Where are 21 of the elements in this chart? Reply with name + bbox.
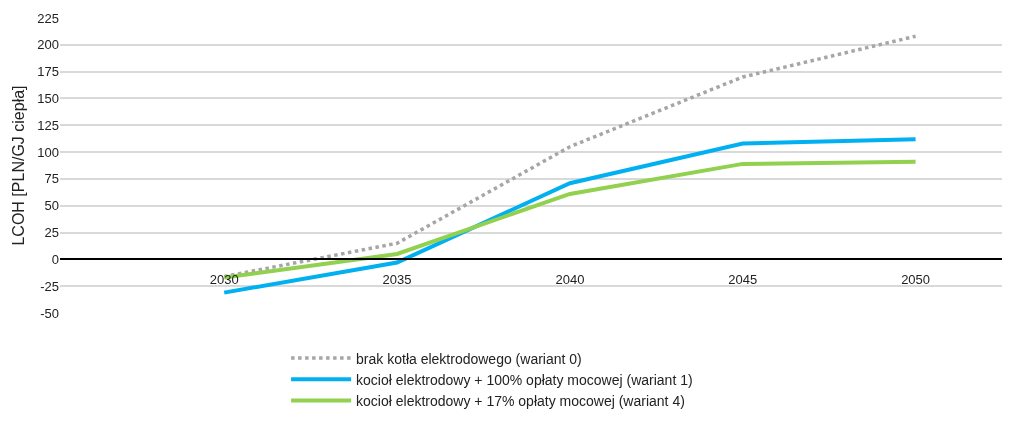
y-tick-label: 0	[51, 251, 59, 267]
x-tick-label: 2045	[728, 271, 758, 287]
y-tick-label: 225	[37, 10, 59, 26]
y-tick-label: 175	[37, 64, 59, 80]
x-tick-label: 2040	[555, 271, 585, 287]
y-tick-label: 50	[44, 198, 59, 214]
y-tick-label: 125	[37, 117, 59, 133]
legend-label: brak kotła elektrodowego (wariant 0)	[356, 350, 582, 367]
x-tick-label: 2035	[382, 271, 412, 287]
legend-label: kocioł elektrodowy + 100% opłaty mocowej (wariant 1)	[356, 371, 693, 388]
y-tick-label: 75	[44, 171, 59, 187]
y-tick-label: 150	[37, 91, 59, 106]
x-tick-label: 2030	[209, 271, 239, 287]
y-tick-label: 100	[37, 144, 59, 160]
y-tick-label: 200	[37, 37, 59, 53]
y-tick-label: 25	[44, 225, 59, 241]
legend-label: kocioł elektrodowy + 17% opłaty mocowej (wariant 4)	[356, 392, 685, 409]
x-tick-label: 2050	[901, 271, 931, 287]
y-axis-title: LCOH [PLN/GJ ciepła]	[10, 85, 28, 246]
y-tick-label: -25	[40, 278, 59, 294]
y-tick-label: -50	[40, 305, 59, 321]
